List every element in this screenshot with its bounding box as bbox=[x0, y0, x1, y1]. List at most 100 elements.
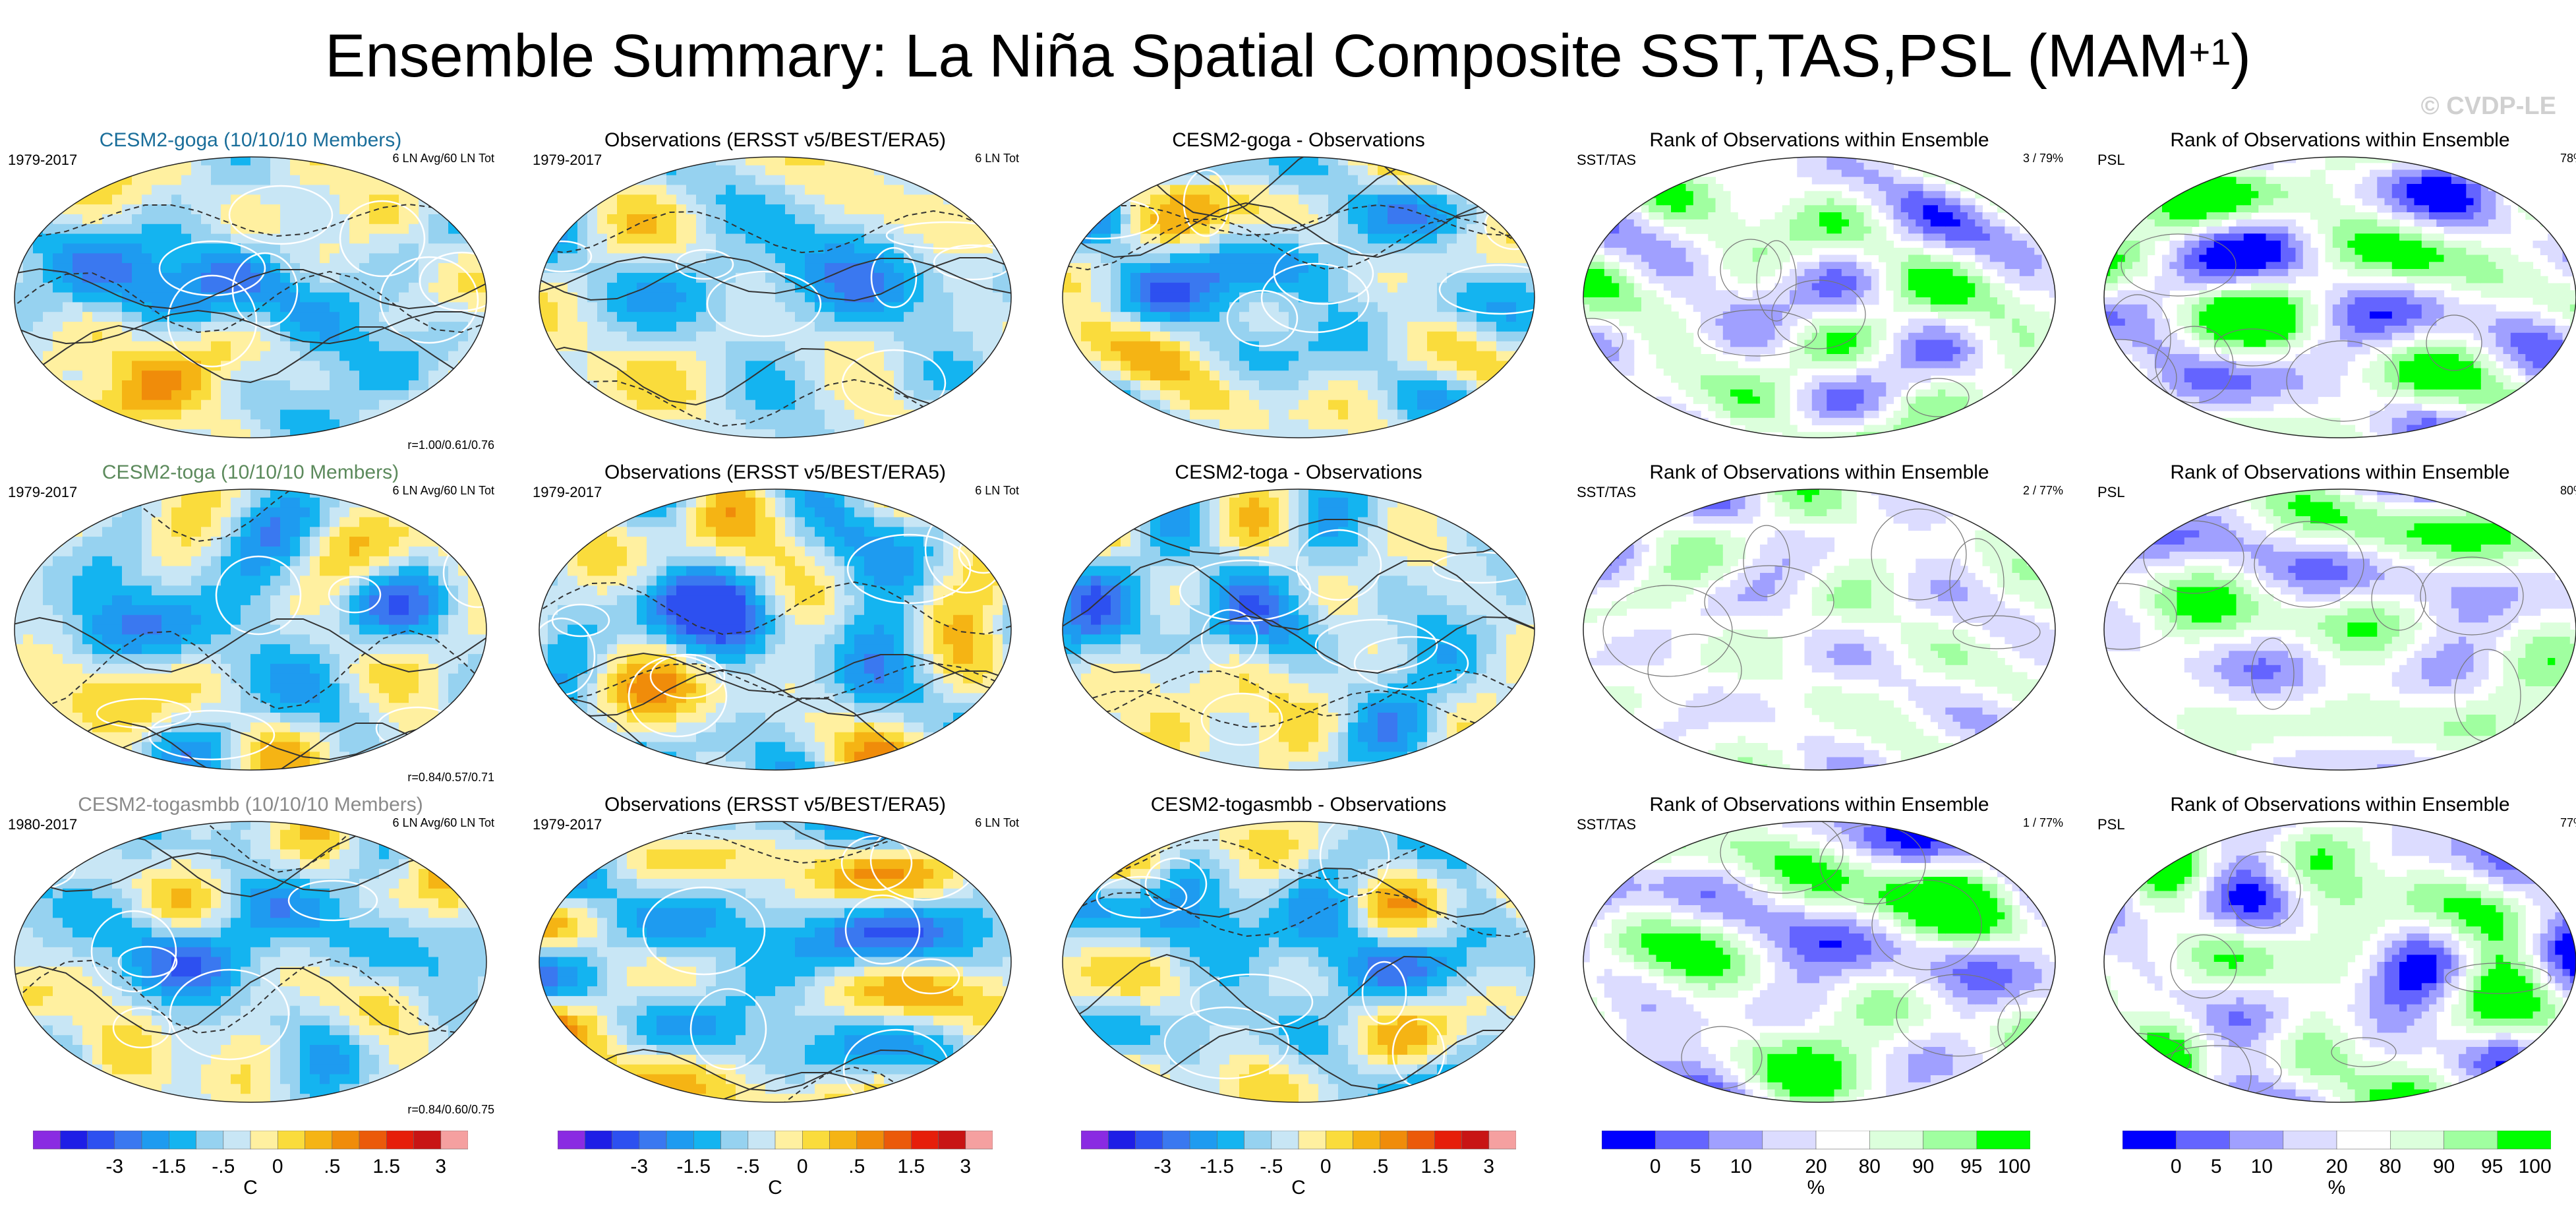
map-panel-ensemble-row3: CESM2-togasmbb (10/10/10 Members) 1980-20… bbox=[7, 794, 494, 1116]
colorbar-tick-label: 90 bbox=[1912, 1156, 1934, 1178]
colorbar-swatch bbox=[413, 1130, 442, 1150]
colorbar-swatch bbox=[965, 1130, 993, 1150]
panel-title: Observations (ERSST v5/BEST/ERA5) bbox=[531, 129, 1019, 152]
colorbar-unit: C bbox=[1291, 1177, 1306, 1199]
colorbar-tick-label: -3 bbox=[105, 1156, 123, 1178]
colorbar-unit: C bbox=[768, 1177, 782, 1199]
colorbar-swatch bbox=[1325, 1130, 1353, 1150]
panel-title: CESM2-togasmbb - Observations bbox=[1055, 794, 1542, 816]
colorbar-swatch bbox=[1461, 1130, 1490, 1150]
panel-left-label: 1979-2017 bbox=[8, 152, 77, 169]
map-panel-diff-row3: CESM2-togasmbb - Observations bbox=[1055, 794, 1542, 1111]
colorbar-tick-label: .5 bbox=[324, 1156, 340, 1178]
colorbar-swatch bbox=[1189, 1130, 1217, 1150]
colorbar-tick-label: 20 bbox=[2326, 1156, 2347, 1178]
panel-left-label: 1979-2017 bbox=[533, 152, 602, 169]
colorbar-swatch bbox=[1162, 1130, 1190, 1150]
map-panel-rank_psl-row2: Rank of Observations within Ensemble PSL 8… bbox=[2096, 461, 2576, 779]
colorbar-swatch bbox=[2176, 1130, 2230, 1150]
colorbar-swatch bbox=[1488, 1130, 1517, 1150]
colorbar-swatch bbox=[1976, 1130, 2031, 1150]
colorbar-swatch bbox=[141, 1130, 169, 1150]
colorbar-swatch bbox=[1762, 1130, 1817, 1150]
robinson-map bbox=[539, 489, 1012, 771]
copyright-watermark: © CVDP-LE bbox=[2421, 92, 2556, 121]
panel-right-label: 6 LN Avg/60 LN Tot bbox=[393, 152, 494, 165]
colorbar-swatch bbox=[666, 1130, 694, 1150]
colorbar-swatch bbox=[359, 1130, 387, 1150]
robinson-map bbox=[539, 156, 1012, 438]
colorbar-swatch bbox=[114, 1130, 142, 1150]
colorbar-tick-label: 80 bbox=[2380, 1156, 2401, 1178]
colorbar-swatch bbox=[440, 1130, 469, 1150]
colorbar-swatch bbox=[612, 1130, 640, 1150]
colorbar-tick-label: -1.5 bbox=[676, 1156, 711, 1178]
panel-title: Rank of Observations within Ensemble bbox=[1575, 461, 2063, 484]
robinson-map bbox=[1062, 489, 1535, 771]
robinson-map bbox=[14, 156, 487, 438]
colorbar-tick-label: 95 bbox=[1960, 1156, 1982, 1178]
panel-title: Rank of Observations within Ensemble bbox=[1575, 794, 2063, 816]
map-panel-rank_sst-row3: Rank of Observations within Ensemble SST/… bbox=[1575, 794, 2063, 1111]
colorbar-tick-label: 10 bbox=[1730, 1156, 1752, 1178]
colorbar-swatch bbox=[1298, 1130, 1326, 1150]
colorbar-temperature-1: -3 -1.5 -.5 0 .5 1.5 3 C bbox=[32, 1130, 469, 1210]
colorbar-swatch bbox=[1353, 1130, 1381, 1150]
colorbar-tick-label: 0 bbox=[272, 1156, 283, 1178]
panel-title: CESM2-goga - Observations bbox=[1055, 129, 1542, 152]
panel-left-label: SST/TAS bbox=[1577, 816, 1636, 833]
colorbar-swatch bbox=[639, 1130, 667, 1150]
map-panel-ensemble-row2: CESM2-toga (10/10/10 Members) 1979-2017 6 … bbox=[7, 461, 494, 784]
colorbar-swatch bbox=[386, 1130, 414, 1150]
colorbar-swatch bbox=[938, 1130, 966, 1150]
robinson-map bbox=[1062, 821, 1535, 1103]
colorbar-tick-label: 20 bbox=[1805, 1156, 1827, 1178]
map-panel-diff-row1: CESM2-goga - Observations bbox=[1055, 129, 1542, 447]
colorbar-swatch bbox=[910, 1130, 939, 1150]
colorbar-tick-label: 0 bbox=[1320, 1156, 1332, 1178]
panel-left-label: PSL bbox=[2097, 152, 2125, 169]
map-panel-rank_sst-row1: Rank of Observations within Ensemble SST/… bbox=[1575, 129, 2063, 447]
map-panel-obs-row3: Observations (ERSST v5/BEST/ERA5) 1979-20… bbox=[531, 794, 1019, 1111]
colorbar-temperature-2: -3 -1.5 -.5 0 .5 1.5 3 C bbox=[557, 1130, 993, 1210]
pattern-correlation: r=0.84/0.60/0.75 bbox=[407, 1103, 494, 1117]
colorbar-swatch bbox=[883, 1130, 912, 1150]
panel-right-label: 78% bbox=[2560, 152, 2576, 165]
map-panel-rank_psl-row1: Rank of Observations within Ensemble PSL 7… bbox=[2096, 129, 2576, 447]
colorbar-swatch bbox=[1601, 1130, 1656, 1150]
colorbar-swatch bbox=[775, 1130, 803, 1150]
colorbar-tick-label: 3 bbox=[435, 1156, 446, 1178]
colorbar-swatch bbox=[223, 1130, 251, 1150]
panel-right-label: 77% bbox=[2560, 816, 2576, 830]
figure-title: Ensemble Summary: La Niña Spatial Compos… bbox=[0, 20, 2576, 92]
panel-right-label: 6 LN Tot bbox=[975, 816, 1019, 830]
colorbar-rank-5: 0 5 10 20 80 90 95 100% bbox=[2122, 1130, 2552, 1210]
colorbar-tick-label: -1.5 bbox=[152, 1156, 186, 1178]
colorbar-swatch bbox=[87, 1130, 115, 1150]
panel-right-label: 6 LN Tot bbox=[975, 152, 1019, 165]
robinson-map bbox=[2103, 821, 2576, 1103]
colorbar-tick-label: -.5 bbox=[1260, 1156, 1283, 1178]
colorbar-unit: % bbox=[1807, 1177, 1825, 1199]
colorbar-swatch bbox=[59, 1130, 88, 1150]
colorbar-tick-label: -.5 bbox=[212, 1156, 235, 1178]
map-panel-ensemble-row1: CESM2-goga (10/10/10 Members) 1979-2017 6 … bbox=[7, 129, 494, 452]
robinson-map bbox=[1583, 156, 2056, 438]
robinson-map bbox=[539, 821, 1012, 1103]
colorbar-swatch bbox=[1271, 1130, 1299, 1150]
colorbar-swatch bbox=[2122, 1130, 2177, 1150]
colorbar-swatch bbox=[2444, 1130, 2498, 1150]
map-panel-rank_psl-row3: Rank of Observations within Ensemble PSL 7… bbox=[2096, 794, 2576, 1111]
colorbar-swatch bbox=[305, 1130, 333, 1150]
colorbar-tick-label: 80 bbox=[1859, 1156, 1881, 1178]
panel-title: CESM2-toga - Observations bbox=[1055, 461, 1542, 484]
panel-left-label: 1979-2017 bbox=[8, 484, 77, 501]
colorbar-tick-label: 0 bbox=[2171, 1156, 2182, 1178]
panel-right-label: 6 LN Avg/60 LN Tot bbox=[393, 484, 494, 498]
colorbar-swatch bbox=[1380, 1130, 1408, 1150]
colorbar-tick-label: 5 bbox=[1690, 1156, 1701, 1178]
panel-title: Observations (ERSST v5/BEST/ERA5) bbox=[531, 461, 1019, 484]
colorbar-tick-label: .5 bbox=[848, 1156, 865, 1178]
panel-title: CESM2-goga (10/10/10 Members) bbox=[7, 129, 494, 152]
colorbar-swatch bbox=[1923, 1130, 1977, 1150]
